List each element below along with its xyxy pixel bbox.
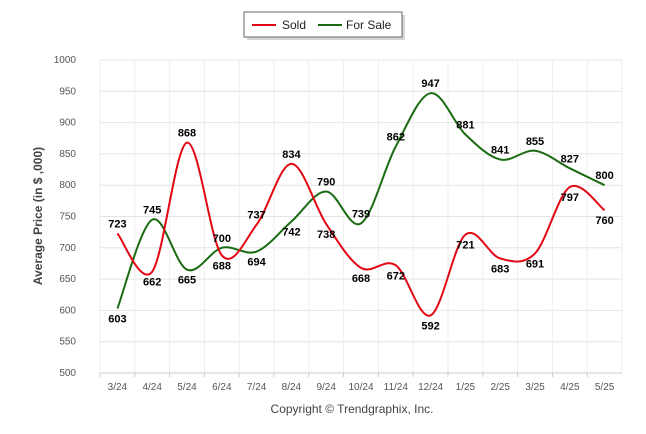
data-label-sold: 672 xyxy=(387,270,405,282)
y-tick-label: 1000 xyxy=(54,55,77,66)
y-axis-label: Average Price (in $ ,000) xyxy=(31,147,45,285)
data-label-for-sale: 790 xyxy=(317,176,335,188)
data-label-sold: 668 xyxy=(352,273,370,285)
data-label-for-sale: 700 xyxy=(213,233,231,245)
data-label-for-sale: 694 xyxy=(247,257,266,269)
y-tick-label: 650 xyxy=(59,274,76,285)
data-label-sold: 834 xyxy=(282,149,301,161)
y-tick-label: 700 xyxy=(59,243,76,254)
data-label-sold: 688 xyxy=(213,260,231,272)
data-label-for-sale: 742 xyxy=(282,227,300,239)
y-tick-label: 850 xyxy=(59,149,76,160)
y-tick-label: 600 xyxy=(59,305,76,316)
data-label-for-sale: 800 xyxy=(595,170,613,182)
y-tick-label: 900 xyxy=(59,118,76,129)
y-tick-label: 800 xyxy=(59,180,76,191)
y-tick-label: 550 xyxy=(59,337,76,348)
x-tick-label: 5/25 xyxy=(595,382,615,393)
y-tick-label: 750 xyxy=(59,212,76,223)
x-tick-label: 2/25 xyxy=(490,382,510,393)
data-label-sold: 683 xyxy=(491,263,509,275)
x-tick-label: 11/24 xyxy=(384,382,409,393)
data-label-for-sale: 603 xyxy=(108,314,126,326)
x-tick-label: 4/24 xyxy=(142,382,162,393)
data-label-for-sale: 947 xyxy=(421,78,439,90)
x-tick-label: 3/24 xyxy=(108,382,128,393)
x-tick-label: 7/24 xyxy=(247,382,267,393)
data-label-sold: 723 xyxy=(108,218,126,230)
data-label-sold: 691 xyxy=(526,258,544,270)
data-label-sold: 662 xyxy=(143,277,161,289)
data-label-for-sale: 827 xyxy=(561,153,579,165)
data-label-for-sale: 841 xyxy=(491,145,509,157)
x-tick-label: 12/24 xyxy=(418,382,443,393)
series-line-sold xyxy=(116,141,606,317)
x-tick-label: 6/24 xyxy=(212,382,232,393)
y-axis-ticks: 500 550 600 650 700 750 800 850 900 950 1000 xyxy=(54,55,77,379)
legend-label-sold: Sold xyxy=(282,18,306,32)
x-tick-label: 4/25 xyxy=(560,382,580,393)
x-tick-label: 5/24 xyxy=(177,382,197,393)
data-label-for-sale: 881 xyxy=(456,119,474,131)
gridlines xyxy=(99,59,623,374)
data-labels: 723 662 868 688 737 834 738 668 672 592 721 683 691 7… xyxy=(108,78,614,332)
y-tick-label: 500 xyxy=(59,368,76,379)
data-label-sold: 721 xyxy=(456,240,474,252)
data-label-sold: 760 xyxy=(595,215,613,227)
x-axis-ticks: 3/24 4/24 5/24 6/24 7/24 8/24 9/24 10/24 11/24 12… xyxy=(99,373,615,393)
data-label-sold: 737 xyxy=(247,210,265,222)
data-label-sold: 868 xyxy=(178,128,196,140)
series-lines xyxy=(116,92,606,317)
copyright-footer: Copyright © Trendgraphix, Inc. xyxy=(271,402,434,416)
series-line-for-sale xyxy=(116,92,606,309)
x-tick-label: 8/24 xyxy=(282,382,302,393)
data-label-sold: 738 xyxy=(317,229,335,241)
x-tick-label: 1/25 xyxy=(456,382,476,393)
data-label-for-sale: 855 xyxy=(526,136,544,148)
data-label-for-sale: 745 xyxy=(143,205,161,217)
data-label-for-sale: 739 xyxy=(352,208,370,220)
legend-label-for-sale: For Sale xyxy=(346,18,392,32)
x-tick-label: 10/24 xyxy=(348,382,373,393)
x-tick-label: 9/24 xyxy=(316,382,336,393)
legend: Sold For Sale xyxy=(243,11,405,40)
data-label-sold: 592 xyxy=(421,320,439,332)
data-label-for-sale: 862 xyxy=(387,131,405,143)
data-label-sold: 797 xyxy=(561,192,579,204)
y-tick-label: 950 xyxy=(59,86,76,97)
data-label-for-sale: 665 xyxy=(178,275,196,287)
x-tick-label: 3/25 xyxy=(525,382,545,393)
